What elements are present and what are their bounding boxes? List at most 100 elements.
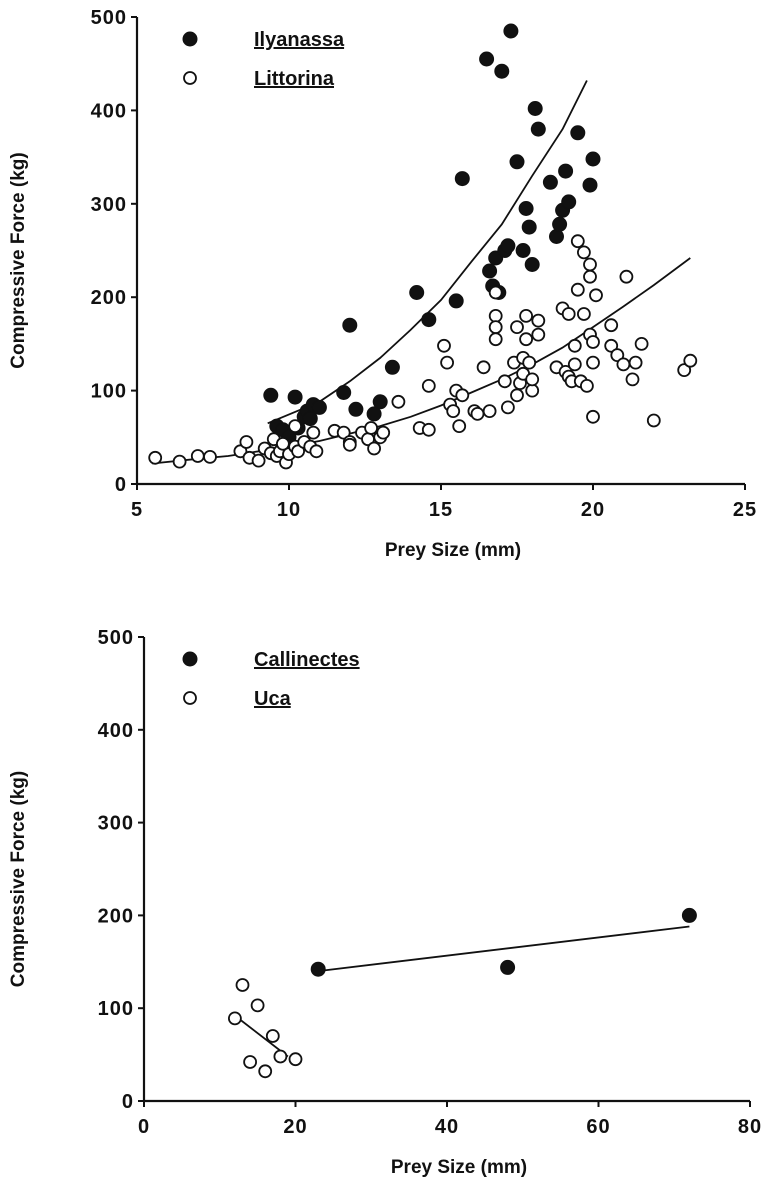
y-axis-title: Compressive Force (kg) bbox=[8, 152, 29, 368]
data-point bbox=[681, 907, 697, 923]
data-point bbox=[531, 327, 546, 342]
data-point bbox=[558, 163, 574, 179]
data-point bbox=[586, 409, 600, 424]
data-point bbox=[452, 419, 467, 434]
data-point bbox=[677, 363, 692, 378]
data-point bbox=[604, 338, 619, 353]
series-callinectes bbox=[310, 907, 697, 977]
data-point bbox=[646, 413, 661, 428]
y-tick-label: 400 bbox=[98, 720, 134, 742]
data-point bbox=[391, 394, 406, 409]
data-point bbox=[519, 332, 533, 347]
data-point bbox=[479, 51, 495, 67]
data-point bbox=[542, 174, 558, 190]
series-littorina bbox=[148, 234, 698, 470]
y-tick-label: 200 bbox=[91, 287, 127, 309]
legend: Ilyanassa Littorina bbox=[182, 29, 345, 90]
data-point bbox=[510, 320, 524, 335]
data-point bbox=[291, 444, 306, 459]
data-point bbox=[530, 121, 546, 137]
y-tick-label: 100 bbox=[98, 998, 134, 1020]
data-point bbox=[561, 194, 577, 210]
data-point bbox=[494, 63, 510, 79]
data-point bbox=[342, 437, 357, 452]
data-point bbox=[577, 245, 591, 260]
data-point bbox=[348, 401, 364, 417]
fit-line-uca bbox=[234, 1014, 289, 1058]
data-point bbox=[488, 308, 503, 323]
data-point bbox=[570, 125, 586, 141]
legend-marker bbox=[182, 31, 198, 47]
data-point bbox=[522, 355, 537, 370]
y-tick-label: 0 bbox=[115, 474, 127, 496]
data-point bbox=[421, 312, 437, 328]
fit-line-callinectes bbox=[318, 925, 690, 972]
data-point bbox=[625, 372, 640, 387]
x-tick-label: 10 bbox=[277, 499, 301, 521]
data-point bbox=[585, 151, 601, 167]
data-point bbox=[336, 385, 352, 400]
data-point bbox=[302, 411, 318, 427]
data-point bbox=[683, 353, 698, 368]
data-point bbox=[288, 1052, 303, 1067]
data-point bbox=[235, 978, 250, 992]
legend-marker bbox=[183, 691, 197, 705]
data-point bbox=[497, 374, 512, 389]
x-tick-label: 20 bbox=[283, 1116, 307, 1138]
y-tick-label: 300 bbox=[98, 813, 134, 835]
data-point bbox=[488, 320, 503, 335]
x-tick-label: 25 bbox=[733, 499, 757, 521]
data-point bbox=[440, 355, 455, 370]
data-point bbox=[148, 450, 163, 465]
x-tick-label: 80 bbox=[738, 1116, 762, 1138]
data-point bbox=[582, 177, 598, 193]
data-point bbox=[455, 388, 470, 403]
x-tick-label: 60 bbox=[586, 1116, 610, 1138]
x-tick-label: 15 bbox=[429, 499, 453, 521]
data-point bbox=[372, 394, 388, 410]
x-axis-title: Prey Size (mm) bbox=[385, 540, 521, 561]
chart-panel-1: 0 100 200 300 400 500 5 10 15 20 25 Prey Size (mm) C… bbox=[8, 7, 757, 561]
data-point bbox=[628, 355, 643, 370]
data-point bbox=[527, 101, 543, 116]
legend-marker bbox=[183, 71, 197, 85]
legend-label: Ilyanassa bbox=[254, 29, 345, 51]
y-tick-label: 200 bbox=[98, 905, 134, 927]
data-point bbox=[525, 383, 540, 398]
data-point bbox=[376, 425, 391, 440]
data-point bbox=[311, 399, 327, 415]
data-point bbox=[454, 171, 470, 187]
data-point bbox=[567, 357, 582, 372]
data-point bbox=[510, 388, 524, 403]
data-point bbox=[476, 360, 491, 375]
data-point bbox=[524, 257, 540, 272]
data-point bbox=[519, 308, 533, 323]
legend-label: Uca bbox=[254, 688, 292, 710]
data-point bbox=[250, 998, 265, 1013]
data-point bbox=[500, 238, 516, 254]
y-tick-label: 500 bbox=[98, 627, 134, 649]
data-point bbox=[482, 404, 497, 419]
y-tick-label: 100 bbox=[91, 381, 127, 403]
fit-line-littorina bbox=[152, 257, 691, 465]
data-point bbox=[583, 257, 597, 272]
series-ilyanassa bbox=[263, 23, 601, 445]
data-point bbox=[525, 372, 540, 387]
data-point bbox=[552, 216, 568, 232]
data-point bbox=[263, 387, 279, 403]
data-point bbox=[515, 243, 531, 258]
data-point bbox=[500, 959, 516, 975]
data-point bbox=[619, 269, 634, 284]
data-point bbox=[521, 219, 537, 235]
data-point bbox=[446, 404, 461, 419]
data-point bbox=[203, 449, 217, 464]
data-point bbox=[482, 263, 498, 279]
series-uca bbox=[227, 978, 303, 1079]
data-point bbox=[531, 313, 546, 328]
data-point bbox=[243, 1055, 258, 1069]
data-point bbox=[336, 425, 351, 440]
data-point bbox=[227, 1011, 242, 1026]
data-point bbox=[586, 335, 600, 349]
data-point bbox=[421, 378, 436, 393]
